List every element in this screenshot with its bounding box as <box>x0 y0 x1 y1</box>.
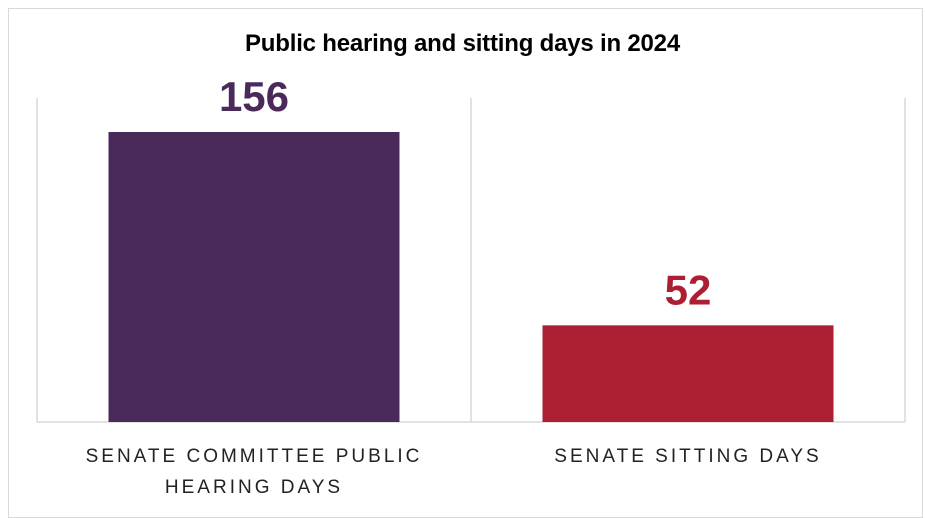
bar-series <box>108 132 834 422</box>
data-label: 156 <box>219 73 289 120</box>
category-label: SENATE SITTING DAYS <box>554 446 821 467</box>
category-labels: SENATE COMMITTEE PUBLIC HEARING DAYS SENAT… <box>86 446 821 498</box>
category-label: HEARING DAYS <box>165 477 343 498</box>
data-labels: 156 52 <box>219 73 711 313</box>
category-label: SENATE COMMITTEE PUBLIC <box>86 446 423 467</box>
bar <box>108 132 400 422</box>
bar <box>542 325 834 422</box>
chart-title: Public hearing and sitting days in 2024 <box>245 30 680 57</box>
data-label: 52 <box>665 266 712 313</box>
